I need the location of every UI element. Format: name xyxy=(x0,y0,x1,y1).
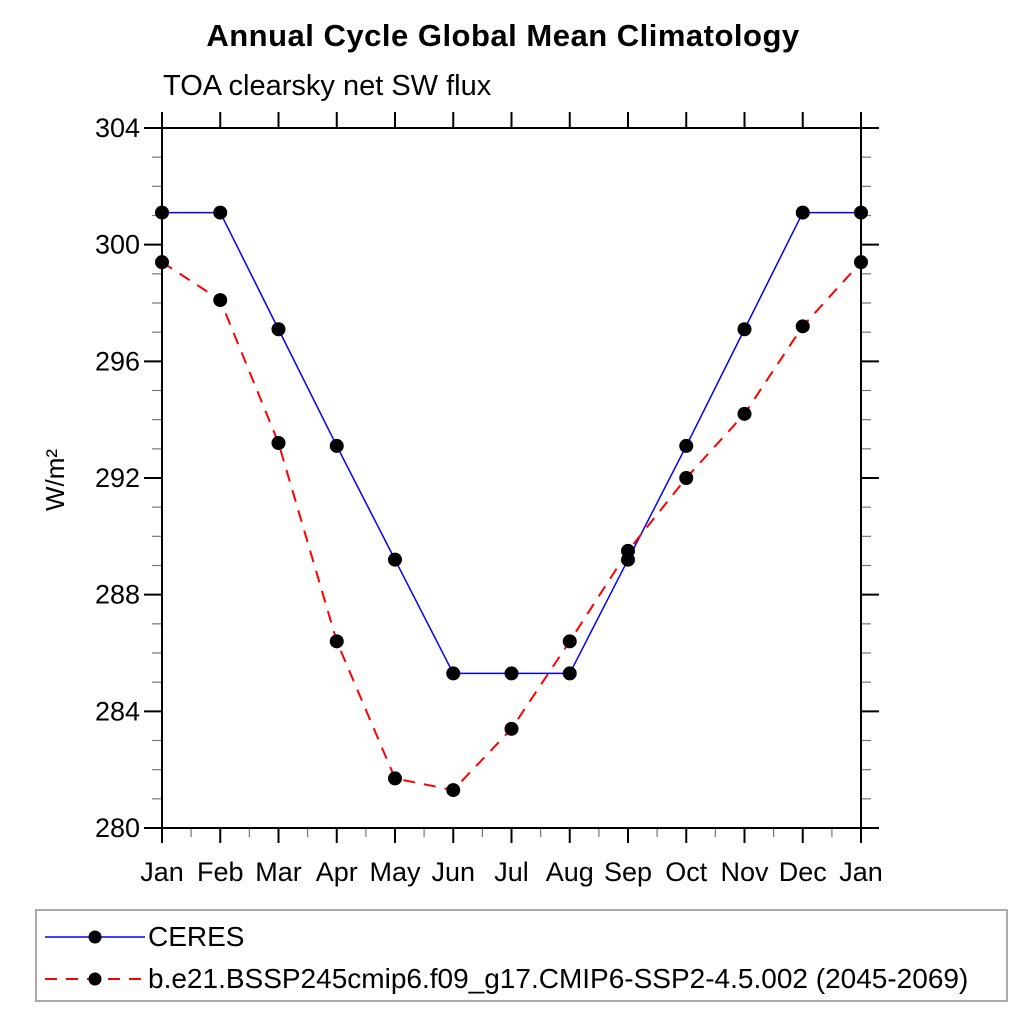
x-tick-label: Jan xyxy=(140,857,184,887)
data-point-marker-s1 xyxy=(562,634,577,649)
legend-marker-dot xyxy=(88,930,102,944)
data-point-marker-s1 xyxy=(504,721,519,736)
legend-line-sample-dashed xyxy=(45,972,145,986)
legend-label-model: b.e21.BSSP245cmip6.f09_g17.CMIP6-SSP2-4.… xyxy=(148,963,969,994)
data-point-marker-s0 xyxy=(679,438,694,453)
y-tick-label: 292 xyxy=(95,463,140,493)
data-point-marker-s1 xyxy=(854,255,868,270)
legend-box: CERES b.e21.BSSP245cmip6.f09_g17.CMIP6-S… xyxy=(35,909,1008,1002)
data-point-marker-s1 xyxy=(213,293,228,308)
x-tick-label: Sep xyxy=(604,857,652,887)
plot-area: 280 284 288 292 296 300 304 Jan Feb Mar Apr May Jun J… xyxy=(95,112,883,887)
x-tick-label: Nov xyxy=(720,857,769,887)
data-point-marker-s0 xyxy=(737,322,752,337)
series-line-1 xyxy=(161,261,862,792)
data-point-marker-s0 xyxy=(388,552,402,567)
legend-marker-dot xyxy=(88,972,102,986)
data-point-marker-s0 xyxy=(271,322,286,337)
data-point-marker-s1 xyxy=(679,471,694,485)
data-point-marker-s1 xyxy=(329,634,344,649)
data-point-marker-s0 xyxy=(446,666,461,681)
x-tick-label: Apr xyxy=(316,857,358,887)
legend-row-ceres: CERES xyxy=(41,921,245,952)
data-point-marker-s0 xyxy=(562,666,577,681)
data-point-marker-s1 xyxy=(271,436,286,450)
data-point-marker-s1 xyxy=(155,255,169,270)
x-tick-label: Jan xyxy=(839,857,883,887)
x-tick-label: Aug xyxy=(546,857,594,887)
legend-row-model: b.e21.BSSP245cmip6.f09_g17.CMIP6-SSP2-4.… xyxy=(41,963,969,994)
series-line-0 xyxy=(162,211,861,675)
data-point-marker-s0 xyxy=(155,205,169,220)
data-point-marker-s1 xyxy=(737,406,752,421)
legend-label-ceres: CERES xyxy=(148,921,245,952)
x-tick-label: Jun xyxy=(431,857,475,887)
x-tick-label: Feb xyxy=(197,857,244,887)
y-tick-label: 300 xyxy=(95,230,140,260)
data-point-marker-s1 xyxy=(795,319,810,334)
x-tick-label: Mar xyxy=(255,857,302,887)
x-tick-label: Dec xyxy=(779,857,827,887)
y-tick-label: 296 xyxy=(95,346,140,376)
y-tick-label: 288 xyxy=(95,580,140,610)
x-tick-label: May xyxy=(369,857,421,887)
data-point-marker-s1 xyxy=(621,543,635,558)
data-point-marker-s1 xyxy=(388,771,402,786)
data-point-marker-s0 xyxy=(329,438,344,453)
x-tick-label: Jul xyxy=(494,857,529,887)
data-point-marker-s0 xyxy=(504,666,519,681)
data-point-marker-s1 xyxy=(446,783,461,798)
legend-line-sample-solid xyxy=(45,930,145,944)
y-tick-label: 280 xyxy=(95,813,140,843)
plot-frame xyxy=(161,127,862,829)
data-point-marker-s0 xyxy=(213,205,228,220)
chart-title: Annual Cycle Global Mean Climatology xyxy=(206,18,800,53)
chart-subtitle: TOA clearsky net SW flux xyxy=(163,70,492,102)
data-point-marker-s0 xyxy=(854,205,868,220)
y-tick-label: 304 xyxy=(95,113,140,143)
data-point-marker-s0 xyxy=(795,205,810,220)
x-tick-label: Oct xyxy=(665,857,708,887)
y-tick-label: 284 xyxy=(95,696,140,726)
